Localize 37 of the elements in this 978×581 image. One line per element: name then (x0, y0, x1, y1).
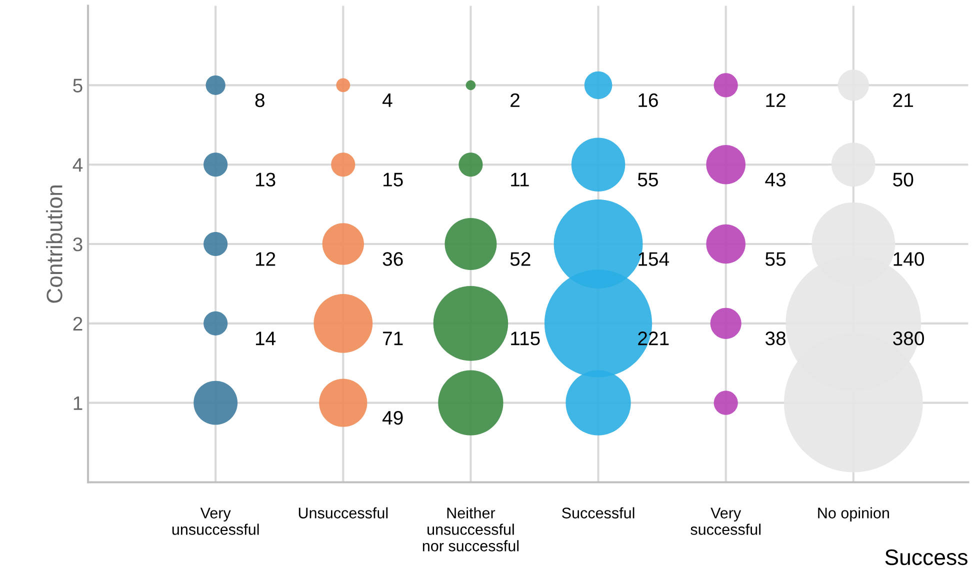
annotation: 50 (893, 172, 914, 187)
annotation: 154 (638, 252, 670, 266)
annotation: 55 (766, 252, 786, 266)
annotation: 2 (510, 93, 520, 107)
annotation: 43 (765, 172, 786, 187)
y-tick-label: 5 (73, 78, 82, 92)
annotation: 11 (511, 172, 529, 186)
annotation: 12 (766, 93, 786, 107)
annotation: 16 (638, 93, 658, 108)
x-tick-label: Very unsuccessful (172, 508, 259, 535)
annotation: 21 (893, 93, 913, 107)
y-tick-label: 2 (73, 316, 82, 330)
y-tick-label: 1 (74, 396, 82, 410)
annotation: 14 (256, 332, 276, 346)
annotation: 36 (382, 252, 403, 266)
annotation: 8 (255, 93, 264, 108)
y-axis-title: Contribution (46, 186, 62, 303)
annotation: 12 (256, 252, 276, 266)
annotation: 55 (638, 172, 658, 187)
x-tick-label: Neither unsuccessful nor successful (422, 507, 519, 552)
x-tick-label: Very successful (690, 508, 760, 535)
annotation: 115 (511, 332, 540, 346)
annotation: 140 (894, 252, 924, 266)
annotation: 71 (383, 332, 403, 346)
annotation: 52 (510, 252, 530, 266)
x-tick-label: Successful (562, 507, 634, 518)
annotation: 15 (384, 172, 403, 187)
annotation: 380 (893, 332, 924, 346)
x-tick-label: No opinion (818, 507, 889, 522)
x-axis-title: Success (885, 549, 968, 566)
y-tick-label: 3 (73, 237, 82, 252)
annotation: 49 (382, 410, 403, 425)
annotation: 38 (765, 332, 786, 346)
y-tick-label: 4 (72, 158, 83, 172)
annotation: 13 (256, 172, 276, 187)
annotation: 4 (382, 94, 392, 107)
x-tick-label: Unsuccessful (298, 507, 388, 518)
